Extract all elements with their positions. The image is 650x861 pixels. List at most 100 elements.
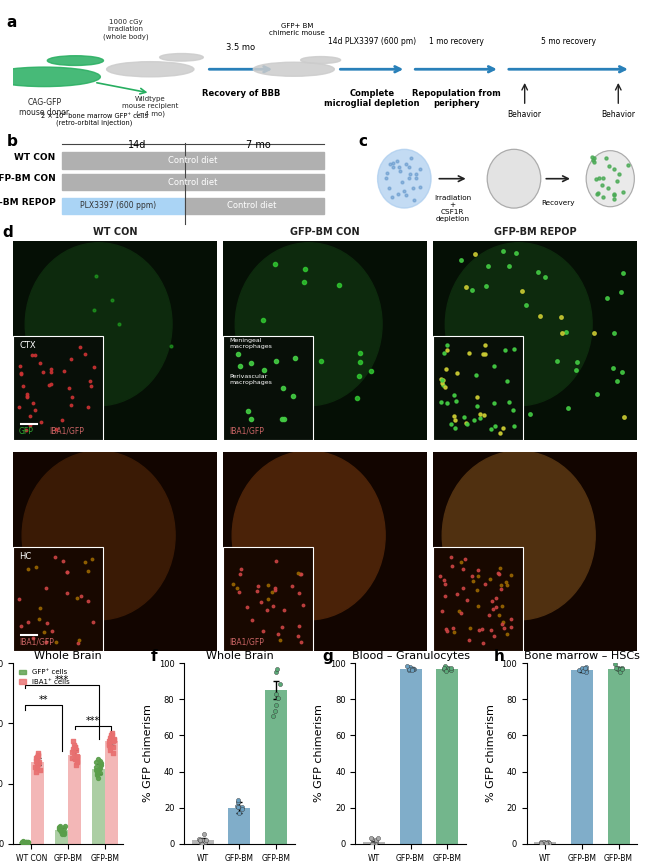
Text: Wildtype
mouse recipient
(~4 mo): Wildtype mouse recipient (~4 mo) bbox=[122, 96, 179, 117]
Point bbox=[54, 821, 64, 835]
Text: g: g bbox=[322, 648, 333, 664]
Bar bbox=[608, 668, 630, 844]
Point bbox=[57, 826, 68, 839]
Point bbox=[68, 741, 78, 755]
Point bbox=[615, 663, 625, 677]
Point bbox=[268, 709, 279, 722]
Point bbox=[68, 734, 78, 748]
Text: Control diet: Control diet bbox=[168, 156, 218, 165]
Point bbox=[95, 761, 105, 775]
Point bbox=[108, 746, 118, 760]
Point bbox=[67, 746, 77, 759]
Text: GFP-BM CON: GFP-BM CON bbox=[0, 174, 55, 183]
Point bbox=[105, 728, 116, 742]
Point bbox=[233, 794, 243, 808]
Point bbox=[272, 661, 283, 675]
Point bbox=[537, 837, 547, 851]
Point bbox=[578, 664, 588, 678]
Point bbox=[20, 835, 31, 849]
Point bbox=[105, 731, 116, 745]
Point bbox=[270, 666, 281, 679]
Point bbox=[72, 749, 82, 763]
Point bbox=[22, 836, 32, 850]
Point bbox=[17, 835, 27, 849]
Text: CTX: CTX bbox=[19, 341, 36, 350]
Point bbox=[55, 822, 65, 836]
Point bbox=[67, 752, 77, 765]
Point bbox=[199, 827, 209, 841]
Point bbox=[91, 755, 101, 769]
Point bbox=[22, 835, 32, 849]
Text: HC: HC bbox=[19, 552, 31, 561]
Point bbox=[31, 750, 42, 764]
Text: a: a bbox=[6, 15, 17, 30]
Point bbox=[579, 662, 590, 676]
Title: Blood – Granulocytes: Blood – Granulocytes bbox=[352, 651, 469, 661]
Point bbox=[96, 756, 107, 770]
Point bbox=[366, 831, 376, 845]
Point bbox=[109, 734, 119, 747]
Point bbox=[20, 836, 31, 850]
Point bbox=[197, 837, 207, 851]
Circle shape bbox=[47, 56, 103, 65]
Point bbox=[92, 767, 103, 781]
Point bbox=[18, 835, 28, 849]
Text: Irradiation
+
CSF1R
depletion: Irradiation + CSF1R depletion bbox=[434, 195, 471, 222]
Y-axis label: % GFP chimerism: % GFP chimerism bbox=[143, 704, 153, 802]
Point bbox=[58, 825, 69, 839]
Circle shape bbox=[301, 57, 341, 64]
Point bbox=[610, 661, 621, 675]
Point bbox=[617, 662, 627, 676]
Bar bbox=[62, 198, 185, 214]
Point bbox=[580, 665, 591, 678]
Point bbox=[574, 663, 584, 677]
Bar bbox=[436, 668, 458, 844]
Point bbox=[234, 806, 244, 820]
Point bbox=[370, 837, 380, 851]
Point bbox=[18, 835, 29, 849]
Point bbox=[270, 703, 281, 717]
Text: 14d: 14d bbox=[128, 139, 146, 150]
Point bbox=[31, 753, 42, 766]
Point bbox=[72, 755, 83, 769]
Point bbox=[68, 738, 79, 752]
Text: **: ** bbox=[38, 696, 48, 705]
Bar bbox=[55, 830, 68, 844]
Point bbox=[270, 698, 281, 712]
Point bbox=[30, 759, 40, 773]
Point bbox=[54, 822, 64, 836]
Ellipse shape bbox=[488, 149, 541, 208]
Text: GFP-BM REPOP: GFP-BM REPOP bbox=[494, 226, 577, 237]
Text: h: h bbox=[493, 648, 504, 664]
Text: GFP+ BM
chimeric mouse: GFP+ BM chimeric mouse bbox=[269, 22, 325, 35]
Point bbox=[406, 663, 417, 677]
Bar bbox=[185, 198, 324, 214]
Point bbox=[59, 827, 70, 841]
Point bbox=[439, 659, 450, 672]
Legend: GFP⁺ cells, IBA1⁺ cells: GFP⁺ cells, IBA1⁺ cells bbox=[16, 666, 72, 688]
Point bbox=[31, 765, 41, 778]
Point bbox=[104, 737, 114, 751]
Text: Control diet: Control diet bbox=[168, 178, 218, 187]
Point bbox=[108, 734, 118, 748]
Bar bbox=[13, 336, 103, 439]
Point bbox=[538, 836, 549, 850]
Point bbox=[233, 795, 243, 808]
Point bbox=[402, 660, 412, 673]
Point bbox=[613, 660, 623, 674]
Point bbox=[21, 835, 32, 849]
Point bbox=[34, 764, 45, 777]
Point bbox=[367, 837, 377, 851]
Point bbox=[93, 771, 103, 784]
Point bbox=[108, 740, 118, 754]
Text: Behavior: Behavior bbox=[508, 110, 541, 120]
Point bbox=[404, 663, 414, 677]
Text: 1 mo recovery: 1 mo recovery bbox=[428, 36, 484, 46]
Bar bbox=[68, 754, 81, 844]
Point bbox=[23, 835, 33, 849]
Text: IBA1/GFP: IBA1/GFP bbox=[19, 638, 54, 647]
Point bbox=[70, 740, 81, 754]
Bar bbox=[105, 741, 118, 844]
Point bbox=[196, 833, 207, 847]
Point bbox=[71, 743, 81, 757]
